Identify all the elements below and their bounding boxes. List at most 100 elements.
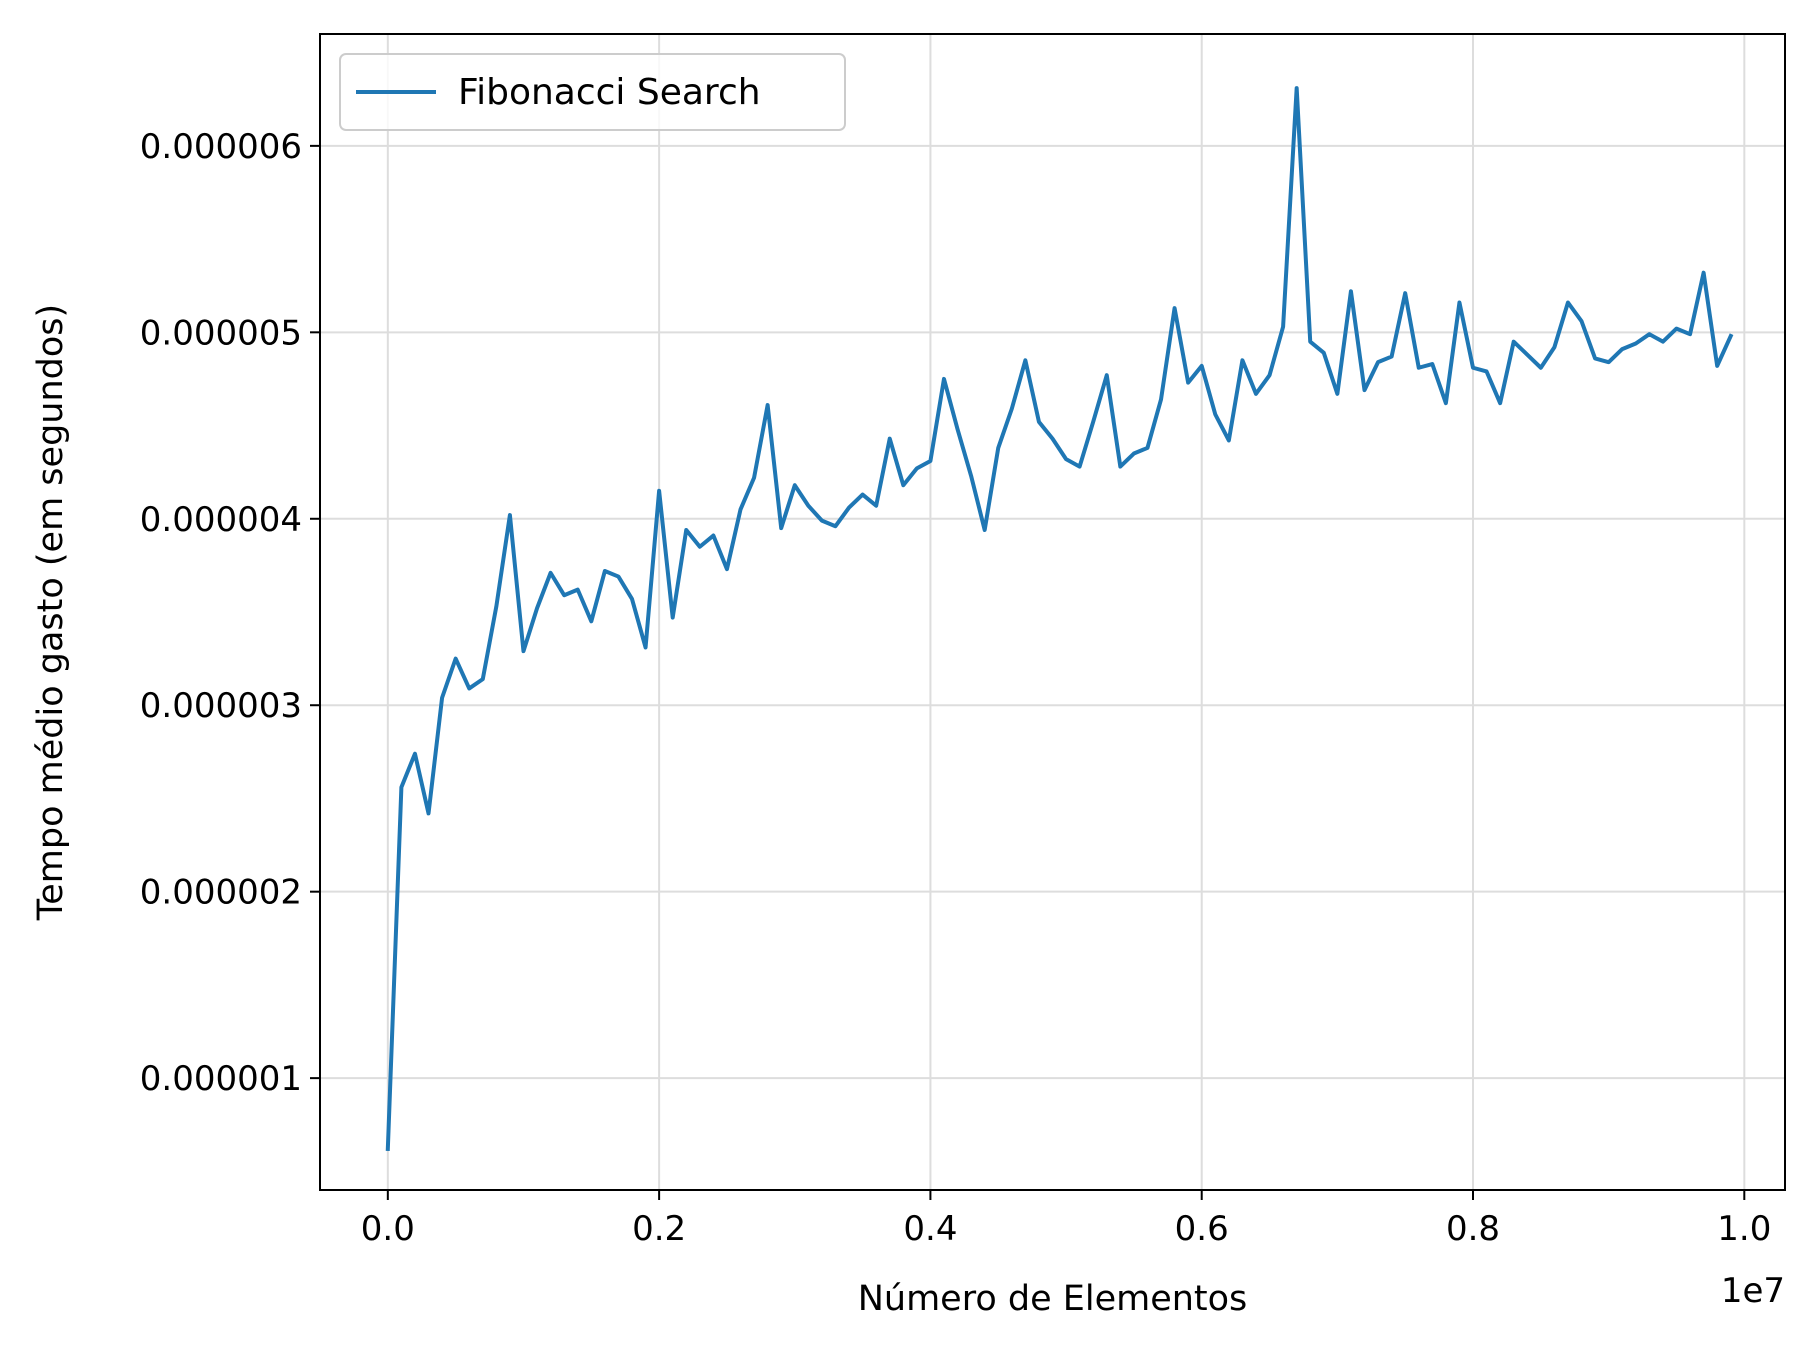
data-point [1634, 342, 1638, 346]
data-point [698, 545, 702, 549]
data-point [1457, 300, 1461, 304]
data-point [1362, 388, 1366, 392]
data-point [1254, 392, 1258, 396]
data-point [928, 459, 932, 463]
data-point [576, 588, 580, 592]
data-point [1159, 397, 1163, 401]
data-point [1539, 366, 1543, 370]
x-tick-label: 0.2 [632, 1209, 686, 1249]
series-line-fibonacci-search [385, 86, 1734, 1152]
data-point [630, 597, 634, 601]
data-point [766, 403, 770, 407]
data-point [888, 437, 892, 441]
data-point [1566, 300, 1570, 304]
data-point [386, 1147, 390, 1151]
data-point [956, 427, 960, 431]
y-tick-label: 0.000004 [140, 500, 302, 540]
data-point [494, 604, 498, 608]
data-point [1173, 306, 1177, 310]
data-point [1702, 271, 1706, 275]
data-point [820, 519, 824, 523]
data-point [1390, 355, 1394, 359]
data-point [521, 649, 525, 653]
data-point [1200, 364, 1204, 368]
data-point [440, 696, 444, 700]
data-point [915, 466, 919, 470]
data-point [1471, 366, 1475, 370]
data-point [1376, 360, 1380, 364]
data-point [1417, 366, 1421, 370]
legend: Fibonacci Search [339, 53, 846, 131]
data-point [603, 569, 607, 573]
data-point [1186, 381, 1190, 385]
data-point [413, 752, 417, 756]
data-point [1091, 420, 1095, 424]
series-layer [385, 86, 1734, 1152]
data-point [983, 528, 987, 532]
data-point [1444, 401, 1448, 405]
data-point [1118, 465, 1122, 469]
data-point [508, 513, 512, 517]
data-point [779, 526, 783, 530]
data-point [847, 506, 851, 510]
data-point [1729, 334, 1733, 338]
data-point [427, 811, 431, 815]
data-point [1593, 356, 1597, 360]
data-point [1037, 420, 1041, 424]
data-point [1620, 347, 1624, 351]
y-tick-label: 0.000002 [140, 873, 302, 913]
x-tick-label: 0.4 [903, 1209, 957, 1249]
data-point [1661, 340, 1665, 344]
data-point [1023, 358, 1027, 362]
legend-box [339, 53, 846, 131]
data-point [399, 785, 403, 789]
data-point [454, 657, 458, 661]
data-point [725, 567, 729, 571]
data-point [942, 377, 946, 381]
data-point [901, 483, 905, 487]
data-point [1715, 364, 1719, 368]
data-point [1240, 358, 1244, 362]
x-tick-label: 0.0 [361, 1209, 415, 1249]
data-point [616, 575, 620, 579]
data-point [1213, 412, 1217, 416]
data-point [1498, 401, 1502, 405]
data-point [1512, 340, 1516, 344]
data-point [657, 489, 661, 493]
y-tick-label: 0.000001 [140, 1059, 302, 1099]
data-point [739, 507, 743, 511]
data-point [1322, 351, 1326, 355]
data-point [1078, 465, 1082, 469]
data-point [1349, 289, 1353, 293]
y-tick-label: 0.000006 [140, 127, 302, 167]
data-point [861, 493, 865, 497]
data-point [1688, 332, 1692, 336]
data-point [589, 619, 593, 623]
x-tick-label: 0.8 [1446, 1209, 1500, 1249]
plot-area [320, 34, 1785, 1190]
data-point [1647, 332, 1651, 336]
x-tick-label: 0.6 [1175, 1209, 1229, 1249]
data-point [1132, 452, 1136, 456]
data-point [752, 476, 756, 480]
data-point [806, 504, 810, 508]
x-axis-label: Número de Elementos [858, 1279, 1248, 1319]
data-point [1674, 327, 1678, 331]
data-point [1295, 86, 1299, 90]
y-tick-label: 0.000005 [140, 313, 302, 353]
data-point [481, 677, 485, 681]
data-point [1552, 345, 1556, 349]
data-point [1105, 373, 1109, 377]
data-point [874, 504, 878, 508]
data-point [1430, 362, 1434, 366]
data-point [1010, 407, 1014, 411]
data-point [1525, 353, 1529, 357]
data-point [535, 606, 539, 610]
data-point [1064, 457, 1068, 461]
y-tick-label: 0.000003 [140, 686, 302, 726]
data-point [833, 524, 837, 528]
x-tick-label: 1.0 [1717, 1209, 1771, 1249]
data-point [562, 593, 566, 597]
data-point [644, 645, 648, 649]
